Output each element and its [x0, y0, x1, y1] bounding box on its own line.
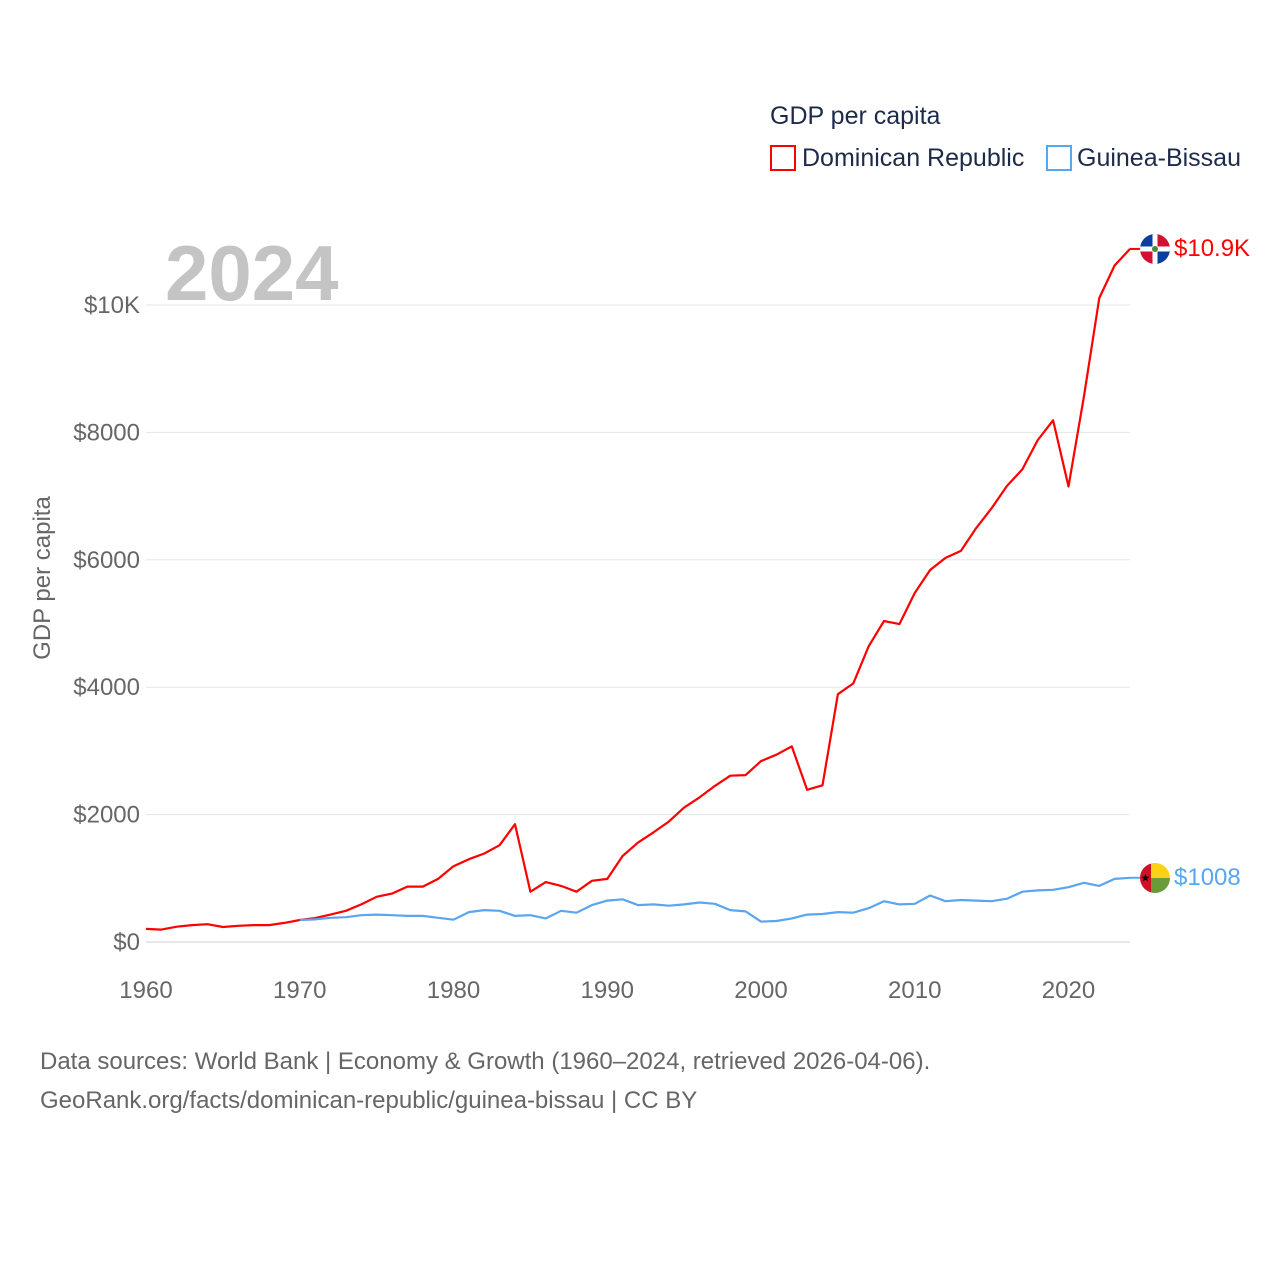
dominican-republic-flag-icon	[1140, 234, 1170, 264]
x-tick-label: 1980	[427, 977, 480, 1004]
y-tick-label: $8000	[73, 419, 140, 446]
x-tick-label: 2010	[888, 977, 941, 1004]
series-points	[146, 249, 1130, 930]
year-watermark: 2024	[165, 229, 339, 317]
footer-link[interactable]: GeoRank.org/facts/dominican-republic/gui…	[40, 1087, 697, 1114]
legend: GDP per capita Dominican Republic Guinea…	[770, 102, 1241, 172]
series-line-guinea-bissau	[300, 878, 1130, 922]
legend-title: GDP per capita	[770, 102, 941, 130]
x-tick-label: 1990	[581, 977, 634, 1004]
x-tick-label: 1970	[273, 977, 326, 1004]
y-tick-label: $6000	[73, 547, 140, 574]
legend-label-guinea-bissau: Guinea-Bissau	[1077, 144, 1241, 172]
footer-source: Data sources: World Bank | Economy & Gro…	[40, 1048, 930, 1075]
series-lines	[146, 249, 1140, 930]
y-axis-ticks: $0 $2000 $4000 $6000 $8000 $10K	[73, 292, 140, 956]
end-label-guinea-bissau: $1008	[1174, 864, 1241, 891]
end-label-dominican-republic: $10.9K	[1174, 235, 1250, 262]
guinea-bissau-flag-icon	[1140, 863, 1170, 893]
legend-item-guinea-bissau[interactable]: Guinea-Bissau	[1047, 144, 1241, 172]
series-line-dominican-republic	[146, 249, 1130, 930]
legend-item-dominican-republic[interactable]: Dominican Republic	[771, 144, 1024, 172]
x-axis-ticks: 1960 1970 1980 1990 2000 2010 2020	[119, 977, 1095, 1004]
x-tick-label: 2020	[1042, 977, 1095, 1004]
y-tick-label: $0	[113, 929, 140, 956]
x-tick-label: 2000	[734, 977, 787, 1004]
legend-swatch-dominican-republic	[771, 146, 795, 170]
y-tick-label: $2000	[73, 802, 140, 829]
y-tick-label: $4000	[73, 674, 140, 701]
x-tick-label: 1960	[119, 977, 172, 1004]
legend-label-dominican-republic: Dominican Republic	[802, 144, 1024, 172]
gridlines	[146, 305, 1130, 815]
legend-swatch-guinea-bissau	[1047, 146, 1071, 170]
y-tick-label: $10K	[84, 292, 140, 319]
y-axis-label: GDP per capita	[29, 496, 56, 660]
